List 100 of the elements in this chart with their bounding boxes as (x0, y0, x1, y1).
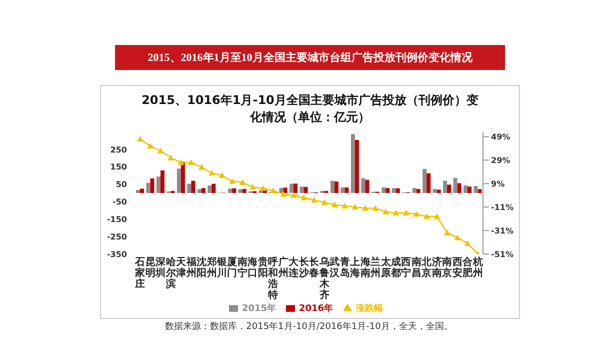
bar (180, 162, 185, 193)
y2-tick-label: 49% (491, 132, 510, 142)
point (310, 196, 318, 203)
bar (422, 168, 427, 193)
bar (228, 188, 232, 193)
point (157, 148, 164, 154)
point (229, 178, 236, 184)
x-tick-label: 长春 (308, 256, 320, 279)
x-tick-label: 北京 (420, 256, 433, 279)
y2-tick-label: 29% (491, 156, 510, 165)
x-tick-label: 南宁 (236, 256, 248, 279)
bar (468, 186, 472, 193)
point (270, 187, 276, 194)
point (454, 234, 461, 240)
bar (156, 176, 160, 193)
point (403, 210, 410, 216)
bar (283, 188, 288, 193)
y2-tick-label: -51% (491, 250, 514, 259)
x-tick-label: 西宁 (400, 257, 412, 279)
bar (350, 134, 355, 193)
point (147, 142, 154, 149)
bar (330, 180, 334, 193)
chart-subtitle: 2015、1016年1月-10月全国主要城市广告投放（刊例价）变化情况（单位：亿元） (141, 92, 479, 126)
bar (340, 187, 345, 193)
x-tick-label: 济南 (430, 256, 442, 279)
y2-tick-label: 9% (491, 179, 505, 188)
y2-tick-label: -11% (491, 202, 514, 212)
x-tick-label: 海南 (359, 256, 370, 279)
bar (238, 189, 242, 193)
point (362, 205, 368, 211)
bar (294, 184, 298, 193)
x-tick-label: 兰州 (370, 256, 381, 279)
bar (197, 189, 202, 193)
bar (457, 183, 462, 193)
x-tick-label: 沈阳 (196, 256, 207, 279)
x-tick-label: 太原 (380, 256, 392, 279)
bar (290, 184, 294, 193)
point (136, 136, 144, 142)
bar (232, 188, 236, 193)
point (392, 210, 400, 216)
x-tick-label: 郑州 (206, 256, 217, 279)
x-tick-label: 深圳 (154, 256, 167, 279)
bar (334, 181, 338, 193)
x-tick-label: 呼和浩特 (267, 256, 278, 301)
point (321, 199, 328, 205)
bar (412, 188, 416, 193)
bar (447, 184, 452, 193)
legend-label: 2016年 (299, 304, 334, 314)
point (178, 159, 184, 166)
point (444, 230, 450, 236)
bar (361, 178, 366, 193)
chart-title: 2015、2016年1月至10月全国主要城市台组广告投放刊例价变化情况 (115, 45, 505, 70)
point (208, 170, 215, 176)
point (239, 179, 246, 185)
point (290, 192, 297, 198)
x-tick-label: 哈尔滨 (164, 256, 177, 290)
x-tick-label: 天津 (175, 256, 188, 279)
y-tick-label: 250 (110, 145, 128, 154)
bar (478, 189, 482, 193)
source-note: 数据来源：数据库，2015年1月-10月/2016年1月-10月，全天，全国。 (164, 320, 454, 333)
point (434, 213, 440, 220)
x-tick-label: 海口 (246, 256, 258, 279)
y-tick-label: -250 (106, 232, 128, 242)
y-tick-label: 150 (110, 162, 128, 172)
bar (201, 188, 206, 193)
x-tick-label: 厦门 (226, 256, 238, 279)
bar (146, 182, 150, 193)
bar (386, 188, 390, 193)
point (342, 202, 348, 208)
x-tick-label: 长沙 (298, 256, 310, 279)
point (188, 159, 194, 166)
point (372, 205, 379, 211)
y-tick-label: 50 (116, 180, 128, 190)
point (260, 185, 266, 191)
x-tick-label: 福州 (185, 256, 196, 279)
y-tick-label: -350 (106, 250, 128, 259)
point (382, 208, 389, 214)
point (218, 172, 226, 178)
point (331, 202, 338, 208)
bar (416, 188, 420, 193)
bar (474, 186, 478, 193)
y-tick-label: -150 (106, 214, 128, 224)
bar (396, 188, 400, 193)
bar (304, 186, 308, 193)
bar (191, 180, 196, 193)
x-tick-label: 成都 (390, 256, 401, 279)
x-tick-label: 武汉 (328, 256, 341, 279)
point (352, 204, 358, 210)
x-tick-label: 西安 (451, 257, 462, 279)
point (280, 190, 287, 197)
point (464, 240, 471, 246)
bar (426, 173, 431, 193)
bar (136, 190, 140, 193)
bar (432, 188, 437, 193)
x-tick-label: 石家庄 (134, 257, 146, 290)
bar (187, 184, 192, 193)
bar (140, 188, 144, 193)
bar (365, 180, 370, 193)
bar (344, 187, 349, 193)
point (168, 154, 174, 160)
